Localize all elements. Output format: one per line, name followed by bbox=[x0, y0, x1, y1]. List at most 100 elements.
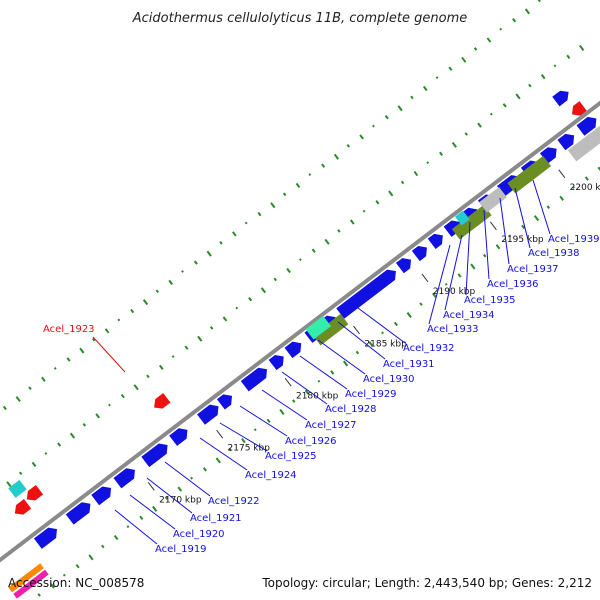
gene-label: Acel_1927 bbox=[305, 420, 357, 431]
gc-dash bbox=[317, 379, 321, 383]
gc-dash bbox=[82, 422, 87, 427]
other-feature bbox=[8, 479, 27, 498]
gc-dash bbox=[579, 44, 585, 51]
gc-dash bbox=[597, 166, 600, 172]
scale-tick-label: 2200 kbp bbox=[570, 183, 600, 193]
cds-gene bbox=[411, 245, 427, 262]
gc-dash bbox=[422, 85, 428, 92]
gc-dash bbox=[69, 432, 76, 439]
gc-dash bbox=[57, 442, 62, 447]
gc-dash bbox=[177, 486, 183, 492]
gc-dash bbox=[62, 573, 66, 577]
gc-dash bbox=[286, 267, 291, 274]
gene-label: Acel_1926 bbox=[285, 436, 337, 447]
gc-dash bbox=[279, 408, 285, 415]
gc-dash bbox=[473, 47, 478, 51]
gene-label: Acel_1922 bbox=[208, 496, 260, 507]
gene-label: Acel_1938 bbox=[528, 248, 580, 259]
leader-line bbox=[357, 307, 406, 344]
gene-labels: Acel_1919 Acel_1920 Acel_1921 Acel_1922 Acel… bbox=[43, 179, 600, 555]
leader-line bbox=[532, 179, 551, 235]
gc-dash bbox=[158, 364, 164, 371]
leader-line bbox=[146, 477, 193, 514]
gc-dash bbox=[502, 103, 507, 108]
gc-dash bbox=[461, 56, 467, 63]
scale-tick bbox=[216, 429, 224, 439]
gc-dash bbox=[66, 357, 71, 362]
cds-gene bbox=[576, 116, 597, 136]
leader-line bbox=[337, 321, 386, 360]
map-title: Acidothermus cellulolyticus 11B, complet… bbox=[132, 11, 468, 26]
pseudo-feature bbox=[567, 126, 600, 162]
leader-line bbox=[129, 494, 176, 530]
leader-line bbox=[92, 336, 126, 373]
gc-dash bbox=[248, 296, 253, 302]
leader-line bbox=[465, 221, 471, 296]
gc-dash bbox=[273, 277, 277, 282]
gene-label: Acel_1925 bbox=[265, 451, 317, 462]
gc-dash bbox=[337, 229, 341, 233]
leader-line bbox=[219, 422, 268, 452]
gc-dash bbox=[528, 83, 532, 88]
gc-dash bbox=[28, 386, 32, 390]
red-gene bbox=[26, 484, 44, 501]
highlighted-gene bbox=[154, 393, 171, 409]
scale-tick bbox=[353, 325, 360, 335]
gc-dash bbox=[130, 308, 135, 314]
gene-label: Acel_1921 bbox=[190, 513, 242, 524]
gc-dash bbox=[270, 202, 276, 209]
gc-dash bbox=[206, 250, 212, 257]
gene-label: Acel_1929 bbox=[345, 389, 397, 400]
gc-dash bbox=[330, 370, 335, 375]
scale-tick bbox=[489, 221, 497, 231]
gc-dash bbox=[546, 205, 551, 210]
gc-dash bbox=[515, 93, 521, 100]
gc-dash bbox=[108, 403, 111, 407]
scale-tick bbox=[147, 482, 155, 491]
features bbox=[8, 90, 600, 599]
gc-dash bbox=[282, 192, 287, 197]
gc-dash bbox=[388, 190, 394, 197]
gc-dash bbox=[295, 182, 301, 189]
cds-gene bbox=[268, 354, 284, 371]
leader-line bbox=[299, 355, 348, 390]
cds-gene bbox=[557, 133, 575, 151]
gc-dash bbox=[37, 593, 41, 597]
gc-dash bbox=[553, 64, 557, 68]
gc-dash bbox=[152, 505, 158, 512]
magenta-feature bbox=[13, 569, 49, 599]
gene-label: Acel_1924 bbox=[245, 470, 297, 481]
gc-dash bbox=[308, 173, 312, 176]
gc-dash bbox=[91, 337, 96, 342]
gc-dash bbox=[202, 467, 207, 472]
gc-dash bbox=[2, 405, 7, 411]
gc-dash bbox=[53, 366, 57, 370]
leader-line bbox=[239, 405, 288, 437]
leader-line bbox=[317, 339, 366, 375]
gene-label: Acel_1934 bbox=[443, 310, 495, 321]
gc-dash bbox=[253, 428, 257, 432]
scale-tick-label: 2190 kbp bbox=[433, 287, 476, 297]
gc-dash bbox=[333, 153, 340, 160]
gc-dash bbox=[448, 66, 453, 71]
gc-dash bbox=[540, 74, 546, 80]
gc-dash bbox=[368, 341, 374, 347]
leader-line bbox=[428, 244, 451, 325]
cds-gene bbox=[141, 443, 168, 468]
gc-dash bbox=[359, 134, 364, 140]
gc-dash bbox=[244, 221, 248, 225]
gc-dash bbox=[139, 515, 144, 520]
gc-dash bbox=[393, 321, 398, 327]
gc-dash bbox=[524, 8, 531, 15]
gc-dash bbox=[101, 544, 105, 549]
gc-dash bbox=[126, 525, 130, 529]
gc-dash bbox=[342, 360, 349, 367]
scale-ticks: 2170 kbp 2175 kbp 2180 kbp 2185 kbp 2190 kbp… bbox=[147, 169, 600, 506]
gc-dash bbox=[349, 219, 355, 225]
rna-feature bbox=[507, 155, 552, 194]
cds-gene bbox=[216, 394, 233, 410]
red-gene bbox=[14, 499, 32, 515]
gc-dash bbox=[477, 122, 482, 128]
gc-dash bbox=[241, 438, 246, 444]
